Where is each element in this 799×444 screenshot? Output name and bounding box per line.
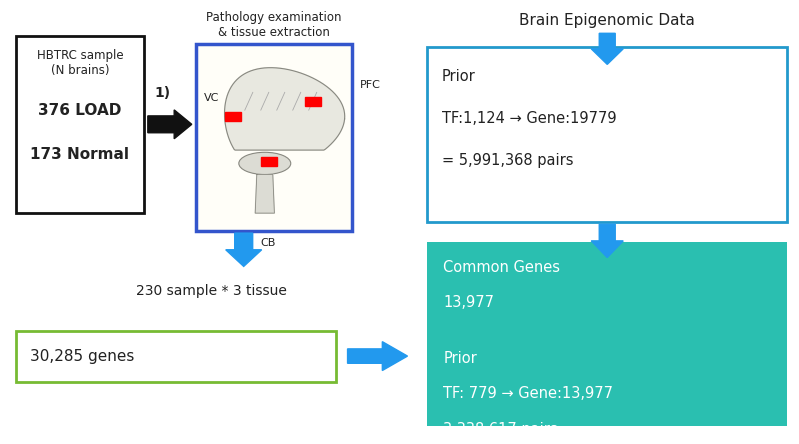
Text: Prior: Prior: [442, 69, 475, 84]
Bar: [260, 157, 276, 166]
Text: Pathology examination
& tissue extraction: Pathology examination & tissue extractio…: [206, 11, 341, 39]
Text: 13,977: 13,977: [443, 295, 495, 310]
Bar: [304, 97, 320, 106]
FancyArrow shape: [348, 342, 407, 370]
Text: Brain Epigenomic Data: Brain Epigenomic Data: [519, 13, 695, 28]
FancyBboxPatch shape: [427, 47, 787, 222]
Text: TF:1,124 → Gene:19779: TF:1,124 → Gene:19779: [442, 111, 617, 126]
Text: PFC: PFC: [360, 80, 380, 90]
Text: CB: CB: [260, 238, 276, 249]
Text: 30,285 genes: 30,285 genes: [30, 349, 135, 364]
Text: 3,338,617 pairs: 3,338,617 pairs: [443, 422, 558, 437]
Text: Prior: Prior: [443, 351, 477, 366]
Text: VC: VC: [204, 93, 219, 103]
Polygon shape: [255, 174, 274, 213]
FancyBboxPatch shape: [16, 36, 144, 213]
Text: 1): 1): [154, 86, 170, 100]
Text: HBTRC sample
(N brains): HBTRC sample (N brains): [37, 49, 123, 77]
Polygon shape: [225, 67, 344, 150]
Ellipse shape: [239, 152, 291, 174]
Text: Common Genes: Common Genes: [443, 260, 560, 275]
FancyBboxPatch shape: [16, 331, 336, 382]
Text: 376 LOAD: 376 LOAD: [38, 103, 121, 118]
FancyArrow shape: [148, 110, 192, 139]
Text: 230 sample * 3 tissue: 230 sample * 3 tissue: [136, 284, 287, 298]
FancyArrow shape: [591, 33, 623, 64]
FancyBboxPatch shape: [427, 242, 787, 426]
Text: 173 Normal: 173 Normal: [30, 147, 129, 163]
Bar: [225, 112, 240, 121]
Text: = 5,991,368 pairs: = 5,991,368 pairs: [442, 153, 574, 168]
FancyArrow shape: [225, 233, 262, 266]
FancyBboxPatch shape: [196, 44, 352, 231]
FancyArrow shape: [591, 224, 623, 258]
Text: TF: 779 → Gene:13,977: TF: 779 → Gene:13,977: [443, 386, 614, 401]
